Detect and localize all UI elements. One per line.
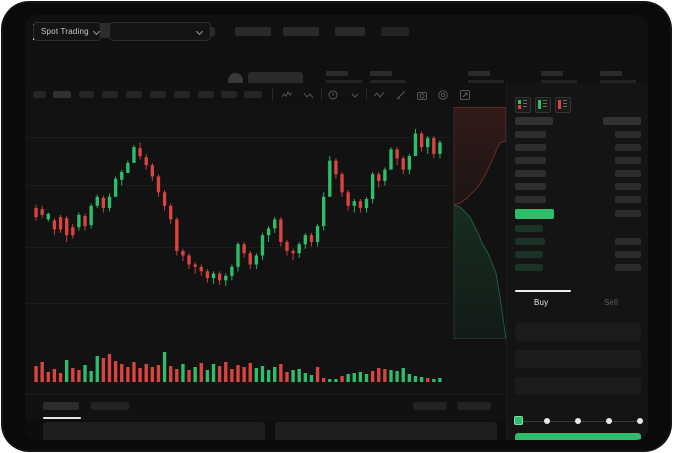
orderbook-ask-qty <box>615 144 641 151</box>
orderbook-ask-qty <box>615 210 641 217</box>
orderbook-ask-row[interactable] <box>515 183 546 190</box>
orderbook-bid-qty <box>615 264 641 271</box>
orderbook-view-both-icon[interactable] <box>515 97 531 113</box>
alert-icon[interactable] <box>327 89 339 101</box>
drawing-tools-icon[interactable] <box>395 89 407 101</box>
orderbook-bid-row[interactable] <box>515 238 545 245</box>
toolbar-divider <box>272 88 273 101</box>
toolbar-divider <box>321 88 322 101</box>
tab-sell[interactable]: Sell <box>604 298 619 307</box>
orderbook-ask-row[interactable] <box>515 196 546 203</box>
bottom-action-1[interactable] <box>413 402 447 410</box>
mode-selector[interactable]: Spot Trading <box>33 22 101 41</box>
chart-gridline <box>25 185 450 186</box>
active-order-tab-underline <box>515 290 571 292</box>
orderbook-bid-row[interactable] <box>515 264 543 271</box>
pair-selector[interactable] <box>109 22 211 41</box>
bottom-tab-bar <box>25 394 506 421</box>
device-frame: Spot Trading <box>3 3 670 450</box>
tab-buy[interactable]: Buy <box>534 298 549 307</box>
amount-slider-stop-25[interactable] <box>544 418 550 424</box>
interval-15m[interactable] <box>79 91 94 98</box>
price-chart[interactable] <box>25 107 450 332</box>
chevron-down-icon <box>94 28 101 35</box>
fullscreen-icon[interactable] <box>459 89 471 101</box>
interval-1d[interactable] <box>221 91 237 98</box>
order-amount-field[interactable] <box>515 350 641 368</box>
orderbook-ask-qty <box>615 131 641 138</box>
interval-5m[interactable] <box>53 91 71 98</box>
chevron-down-icon <box>197 28 204 35</box>
camera-icon[interactable] <box>416 89 428 101</box>
place-buy-order-button[interactable] <box>515 433 641 440</box>
nav-item-5[interactable] <box>381 27 409 36</box>
interval-1h[interactable] <box>126 91 142 98</box>
orderbook-ask-qty <box>615 157 641 164</box>
orderbook-ask-qty <box>615 183 641 190</box>
order-form-tabs: Buy Sell <box>507 290 648 316</box>
candlestick-series <box>34 129 442 286</box>
line-chart-icon[interactable] <box>373 89 385 101</box>
active-tab-underline <box>43 417 81 419</box>
orderbook-view-bids-icon[interactable] <box>535 97 551 113</box>
volume-chart <box>25 332 450 394</box>
amount-slider-stop-75[interactable] <box>606 418 612 424</box>
indicator-icon[interactable] <box>281 89 293 101</box>
orderbook-panel: Buy Sell <box>506 83 648 440</box>
interval-30m[interactable] <box>102 91 118 98</box>
orderbook-ask-qty <box>615 196 641 203</box>
orderbook-view-asks-icon[interactable] <box>555 97 571 113</box>
mode-selector-label: Spot Trading <box>41 27 89 36</box>
tab-order-history[interactable] <box>91 402 129 410</box>
orderbook-ask-row[interactable] <box>515 157 546 164</box>
order-total-field[interactable] <box>515 377 641 395</box>
orderbook-ask-qty <box>615 170 641 177</box>
volume-series <box>34 352 442 382</box>
nav-item-4[interactable] <box>335 27 365 36</box>
interval-6h[interactable] <box>198 91 214 98</box>
orderbook-ask-row[interactable] <box>515 131 546 138</box>
amount-slider-stop-100[interactable] <box>637 418 643 424</box>
order-price-field[interactable] <box>515 323 641 341</box>
orderbook-depth-chart <box>450 107 506 339</box>
interval-1m[interactable] <box>33 91 46 98</box>
nav-item-3[interactable] <box>283 27 319 36</box>
bottom-panel-left[interactable] <box>43 422 265 440</box>
bottom-panel-right[interactable] <box>275 422 497 440</box>
orderbook-bid-row[interactable] <box>515 225 543 232</box>
orderbook-spread-row <box>515 209 554 219</box>
orderbook-bid-row[interactable] <box>515 251 543 258</box>
orderbook-ask-row[interactable] <box>515 170 546 177</box>
bottom-panels <box>25 420 506 440</box>
compare-icon[interactable] <box>303 89 315 101</box>
orderbook-ask-row[interactable] <box>515 144 546 151</box>
depth-series <box>453 107 506 339</box>
interval-4h[interactable] <box>174 91 190 98</box>
orderbook-col-amount <box>603 117 641 125</box>
amount-slider-stop-50[interactable] <box>575 418 581 424</box>
orderbook-bid-qty <box>615 238 641 245</box>
chart-gridline <box>25 303 450 304</box>
bottom-action-2[interactable] <box>457 402 491 410</box>
amount-slider-handle[interactable] <box>514 416 523 425</box>
chevron-down-icon[interactable] <box>349 89 361 101</box>
interval-more[interactable] <box>244 91 262 98</box>
nav-item-2[interactable] <box>235 27 271 36</box>
tab-open-orders[interactable] <box>43 402 79 410</box>
app-screen: Spot Trading <box>25 15 648 440</box>
orderbook-bid-qty <box>615 251 641 258</box>
chart-gridline <box>25 137 450 138</box>
toolbar-divider <box>366 88 367 101</box>
settings-icon[interactable] <box>437 89 449 101</box>
interval-2h[interactable] <box>150 91 166 98</box>
orderbook-col-price <box>515 117 553 125</box>
